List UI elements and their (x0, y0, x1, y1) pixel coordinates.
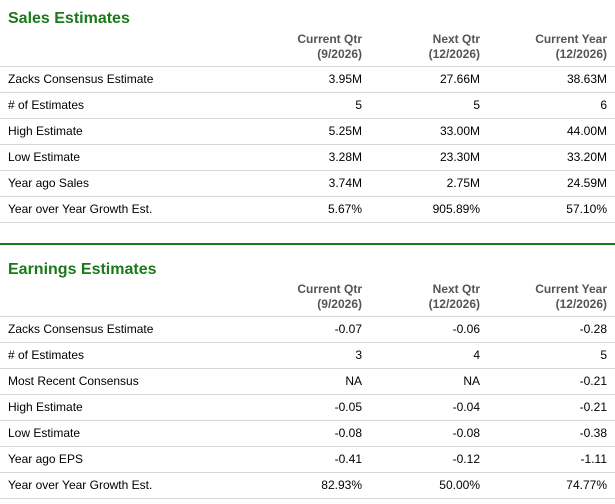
cell-value: 4 (370, 342, 488, 369)
column-header-current-year: Current Year (12/2026) (488, 280, 615, 317)
cell-value: 50.00% (370, 472, 488, 499)
table-row: Low Estimate -0.08 -0.08 -0.38 (0, 420, 615, 447)
column-header-next-qtr: Next Qtr (12/2026) (370, 29, 488, 67)
cell-value: 33.20M (488, 144, 615, 171)
column-header-line1: Next Qtr (432, 32, 480, 46)
column-header-line2: (12/2026) (428, 297, 480, 311)
sales-estimates-title: Sales Estimates (8, 10, 130, 27)
cell-value: 33.00M (370, 118, 488, 145)
cell-value: NA (370, 368, 488, 395)
cell-value: 27.66M (370, 66, 488, 93)
column-header-line2: (12/2026) (428, 47, 480, 61)
row-label: Year over Year Growth Est. (0, 196, 245, 223)
cell-value: 2.75M (370, 170, 488, 197)
table-row: # of Estimates 3 4 5 (0, 342, 615, 369)
earnings-estimates-table: Current Qtr (9/2026) Next Qtr (12/2026) … (0, 280, 615, 499)
column-header-line2: (12/2026) (555, 297, 607, 311)
label-column-header (0, 29, 245, 67)
cell-value: 5 (488, 342, 615, 369)
table-row: Year ago Sales 3.74M 2.75M 24.59M (0, 170, 615, 197)
cell-value: -0.12 (370, 446, 488, 473)
table-row: High Estimate 5.25M 33.00M 44.00M (0, 118, 615, 145)
cell-value: 57.10% (488, 196, 615, 223)
column-header-current-qtr: Current Qtr (9/2026) (245, 280, 370, 317)
table-row: Zacks Consensus Estimate 3.95M 27.66M 38… (0, 66, 615, 93)
row-label: Zacks Consensus Estimate (0, 316, 245, 343)
table-header-row: Current Qtr (9/2026) Next Qtr (12/2026) … (0, 280, 615, 317)
row-label: High Estimate (0, 118, 245, 145)
row-label: Low Estimate (0, 144, 245, 171)
cell-value: -1.11 (488, 446, 615, 473)
cell-value: 82.93% (245, 472, 370, 499)
column-header-line1: Current Qtr (297, 282, 362, 296)
column-header-line2: (12/2026) (555, 47, 607, 61)
row-label: Low Estimate (0, 420, 245, 447)
table-row: Low Estimate 3.28M 23.30M 33.20M (0, 144, 615, 171)
cell-value: -0.21 (488, 394, 615, 421)
cell-value: -0.21 (488, 368, 615, 395)
column-header-current-year: Current Year (12/2026) (488, 29, 615, 67)
table-row: Year over Year Growth Est. 5.67% 905.89%… (0, 196, 615, 223)
cell-value: NA (245, 368, 370, 395)
cell-value: 3 (245, 342, 370, 369)
cell-value: 24.59M (488, 170, 615, 197)
cell-value: 905.89% (370, 196, 488, 223)
cell-value: -0.04 (370, 394, 488, 421)
row-label: High Estimate (0, 394, 245, 421)
row-label: Most Recent Consensus (0, 368, 245, 395)
section-divider (0, 243, 615, 245)
cell-value: 3.28M (245, 144, 370, 171)
cell-value: 5.67% (245, 196, 370, 223)
sales-estimates-table: Current Qtr (9/2026) Next Qtr (12/2026) … (0, 29, 615, 223)
table-row: Most Recent Consensus NA NA -0.21 (0, 368, 615, 395)
row-label: Year over Year Growth Est. (0, 472, 245, 499)
cell-value: -0.07 (245, 316, 370, 343)
cell-value: 5.25M (245, 118, 370, 145)
earnings-estimates-section: Earnings Estimates Current Qtr (9/2026) … (0, 245, 615, 499)
column-header-line2: (9/2026) (317, 47, 362, 61)
cell-value: 23.30M (370, 144, 488, 171)
cell-value: -0.41 (245, 446, 370, 473)
table-row: Year ago EPS -0.41 -0.12 -1.11 (0, 446, 615, 473)
table-row: Zacks Consensus Estimate -0.07 -0.06 -0.… (0, 316, 615, 343)
cell-value: -0.28 (488, 316, 615, 343)
row-label: Year ago Sales (0, 170, 245, 197)
table-header-row: Current Qtr (9/2026) Next Qtr (12/2026) … (0, 29, 615, 67)
table-row: High Estimate -0.05 -0.04 -0.21 (0, 394, 615, 421)
cell-value: 6 (488, 92, 615, 119)
column-header-line1: Current Year (535, 282, 607, 296)
cell-value: 5 (370, 92, 488, 119)
row-label: # of Estimates (0, 342, 245, 369)
sales-estimates-section: Sales Estimates Current Qtr (9/2026) Nex… (0, 0, 615, 243)
cell-value: -0.06 (370, 316, 488, 343)
cell-value: -0.05 (245, 394, 370, 421)
column-header-current-qtr: Current Qtr (9/2026) (245, 29, 370, 67)
cell-value: -0.08 (245, 420, 370, 447)
cell-value: 3.74M (245, 170, 370, 197)
column-header-line1: Current Qtr (297, 32, 362, 46)
label-column-header (0, 280, 245, 317)
row-label: Year ago EPS (0, 446, 245, 473)
column-header-line2: (9/2026) (317, 297, 362, 311)
table-row: Year over Year Growth Est. 82.93% 50.00%… (0, 472, 615, 499)
row-label: # of Estimates (0, 92, 245, 119)
table-row: # of Estimates 5 5 6 (0, 92, 615, 119)
column-header-line1: Current Year (535, 32, 607, 46)
cell-value: 3.95M (245, 66, 370, 93)
column-header-line1: Next Qtr (432, 282, 480, 296)
cell-value: 38.63M (488, 66, 615, 93)
cell-value: -0.08 (370, 420, 488, 447)
cell-value: -0.38 (488, 420, 615, 447)
cell-value: 44.00M (488, 118, 615, 145)
cell-value: 74.77% (488, 472, 615, 499)
column-header-next-qtr: Next Qtr (12/2026) (370, 280, 488, 317)
earnings-estimates-title: Earnings Estimates (8, 261, 157, 278)
row-label: Zacks Consensus Estimate (0, 66, 245, 93)
cell-value: 5 (245, 92, 370, 119)
